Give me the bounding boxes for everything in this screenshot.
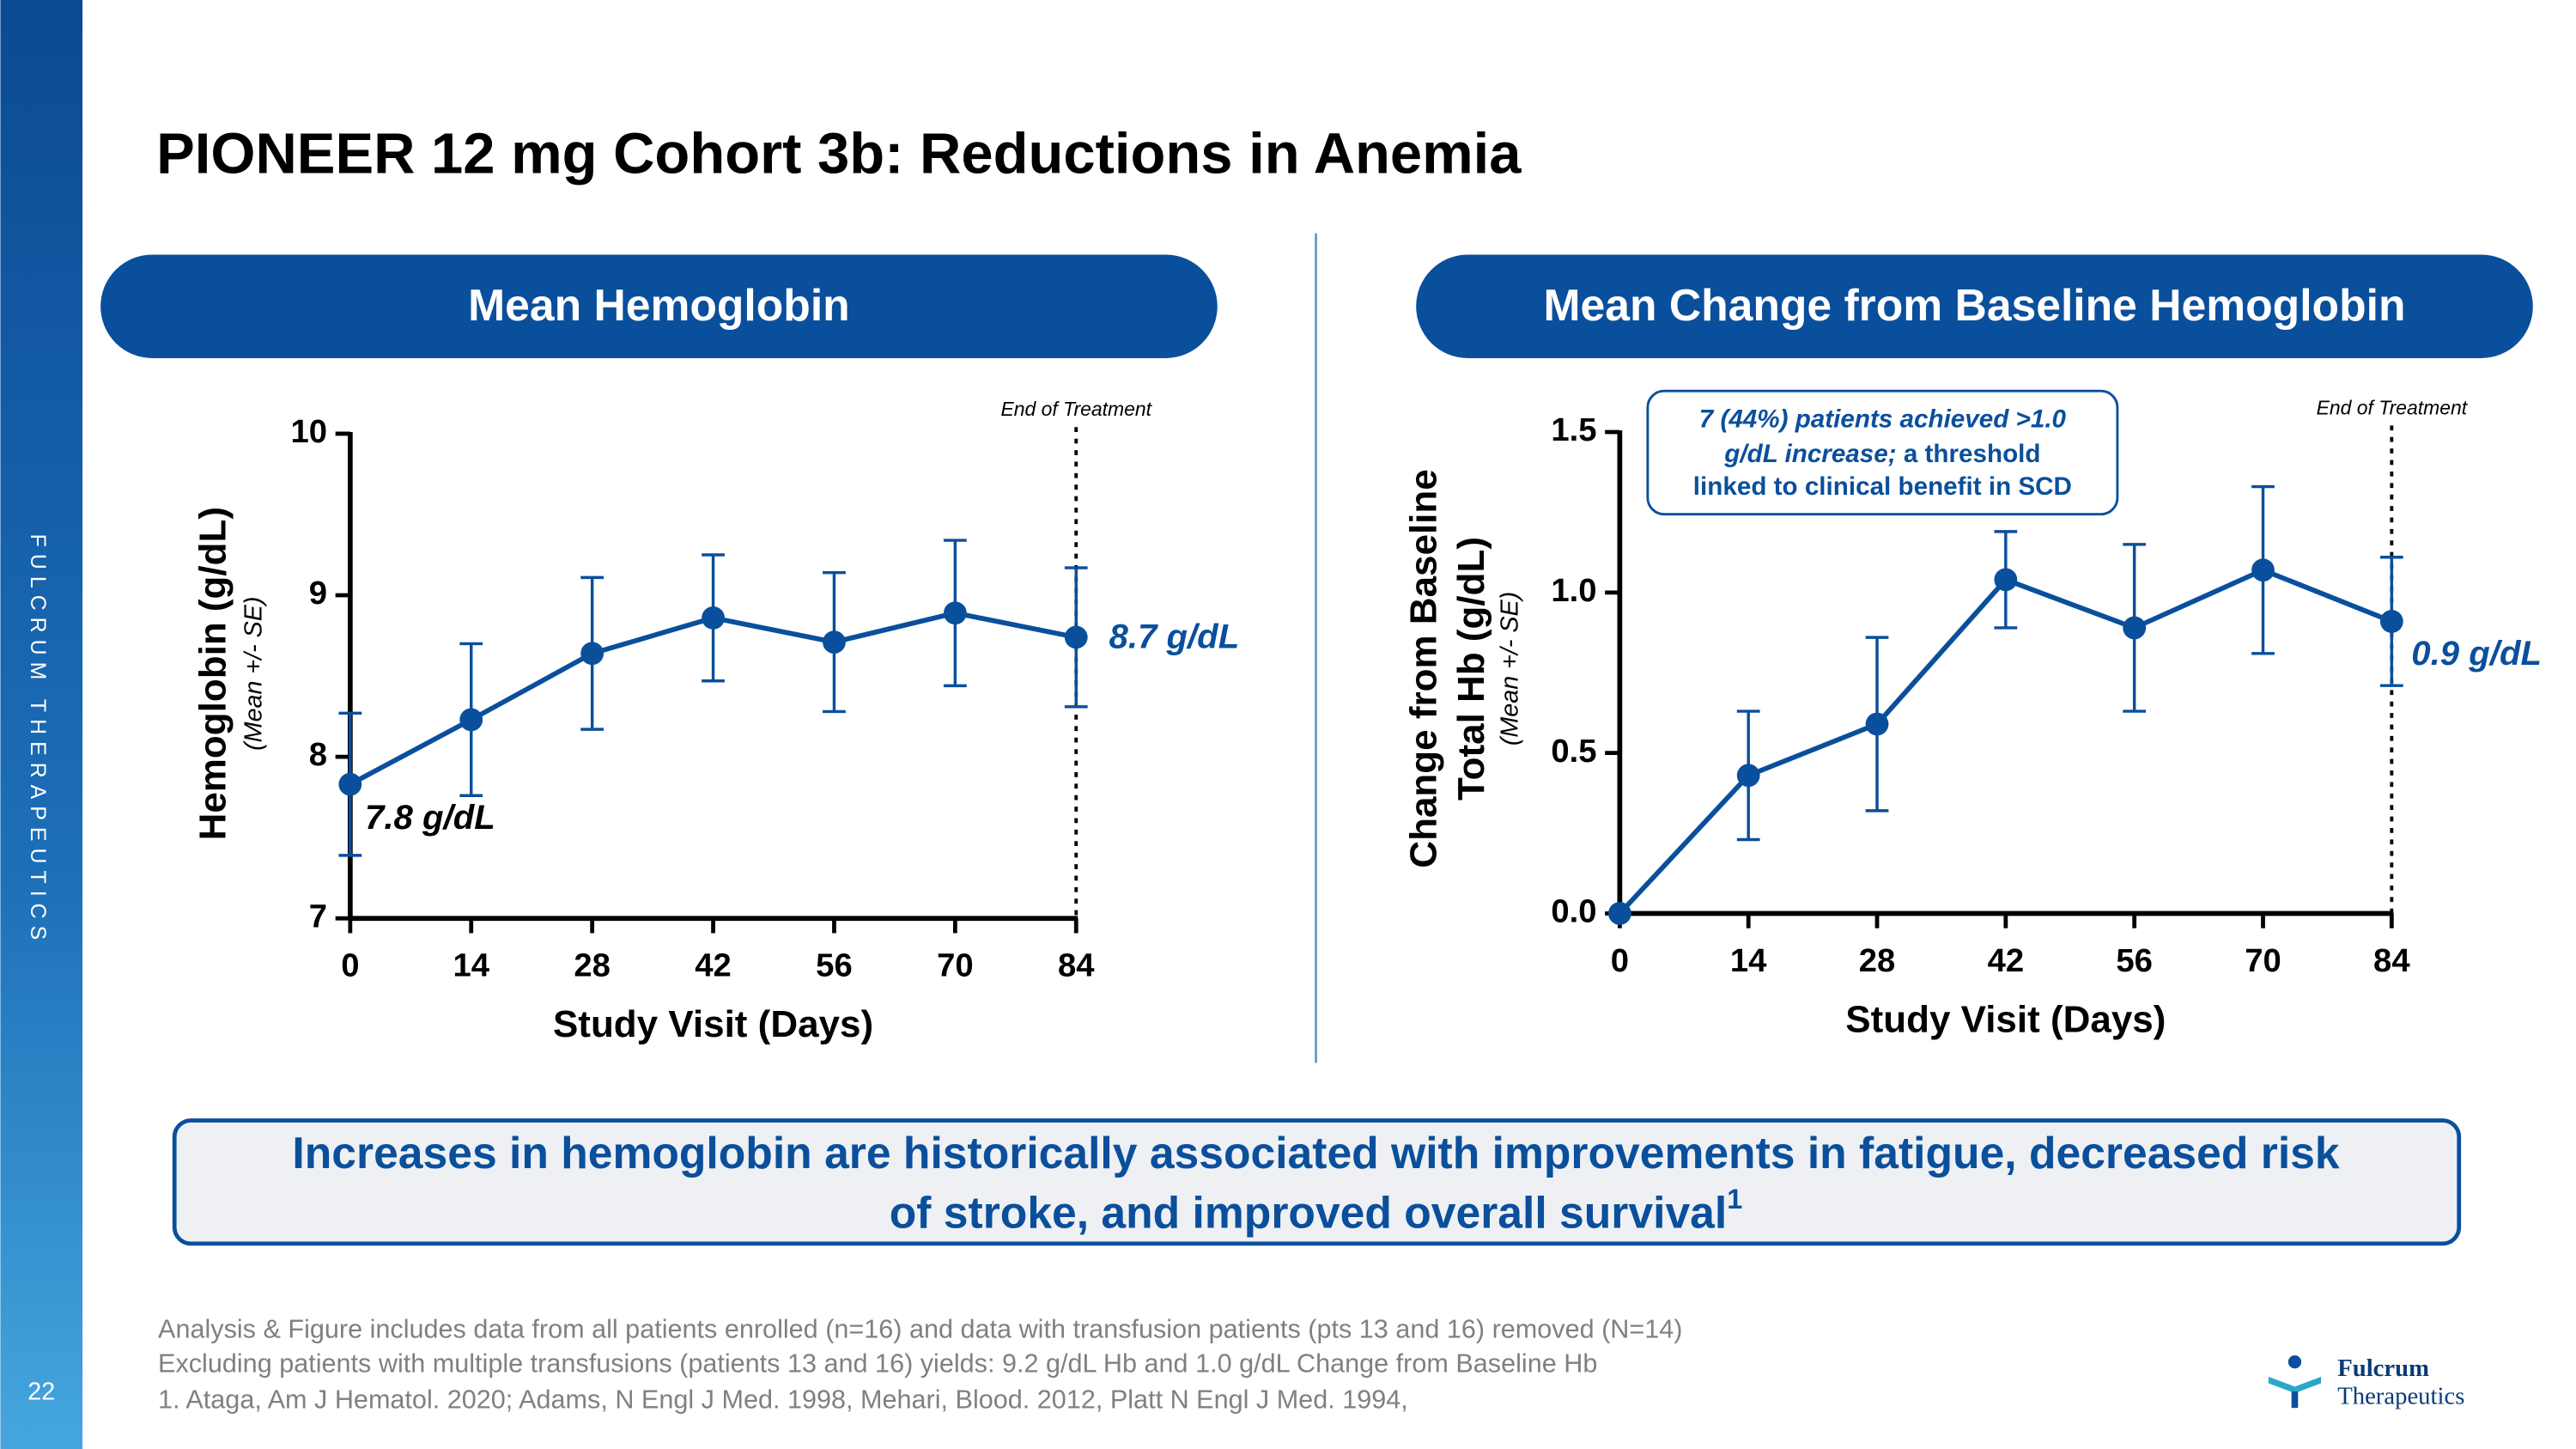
callout-text: of stroke, and improved overall survival [890,1187,1727,1237]
note-box [1646,389,2119,516]
data-point [2123,616,2147,640]
data-point [459,708,483,732]
sidebar-text: FULCRUM THERAPEUTICS [26,534,50,947]
logo-text: Therapeutics [2337,1382,2464,1409]
note-text: 7 (44%) patients achieved >1.0 [1699,405,2067,433]
data-point [1736,764,1760,788]
data-point [823,630,846,654]
x-tick-label: 84 [1058,947,1095,984]
x-tick-label: 28 [574,947,611,984]
callout-superscript: 1 [1727,1184,1742,1215]
data-point [1865,712,1889,736]
data-point [580,642,605,666]
end-of-treatment-label: End of Treatment [1001,398,1153,420]
y-tick-label: 0.5 [1551,733,1596,770]
y-axis-title: Hemoglobin (g/dL) [192,507,234,840]
value-annotation: 7.8 g/dL [365,798,495,837]
x-tick-label: 84 [2373,942,2410,979]
x-tick-label: 14 [1730,942,1767,979]
x-tick-label: 0 [1611,942,1629,979]
y-axis-title: Total Hb (g/dL) [1450,537,1492,801]
x-tick-label: 28 [1859,942,1896,979]
panel-title: Mean Change from Baseline Hemoglobin [1544,280,2406,330]
x-axis-title: Study Visit (Days) [1845,998,2166,1040]
logo-text: Fulcrum [2337,1355,2429,1382]
data-point [2379,610,2403,633]
x-tick-label: 42 [695,947,732,984]
note-text: linked to clinical benefit in SCD [1693,472,2072,501]
page-number: 22 [27,1379,55,1406]
data-point [2251,558,2275,582]
note-text: g/dL increase; a threshold [1723,440,2040,468]
data-point [702,606,725,630]
y-tick-label: 10 [291,413,328,450]
panel-header [1416,254,2533,358]
y-axis-note: (Mean +/- SE) [240,597,267,751]
end-of-treatment-label: End of Treatment [2317,396,2469,418]
x-tick-label: 0 [341,947,359,984]
y-axis-note: (Mean +/- SE) [1497,592,1524,746]
x-tick-label: 14 [453,947,489,984]
x-tick-label: 56 [816,947,853,984]
sidebar [0,0,83,1449]
value-annotation: 0.9 g/dL [2411,634,2542,673]
note-text: a threshold [1904,440,2041,468]
x-tick-label: 70 [937,947,974,984]
x-axis-title: Study Visit (Days) [553,1003,873,1045]
data-point [1994,568,2018,592]
x-tick-label: 70 [2245,942,2281,979]
callout-text: of stroke, and improved overall survival… [890,1184,1743,1237]
y-tick-label: 8 [309,736,327,773]
x-tick-label: 42 [1988,942,2025,979]
y-axis-title: Change from Baseline [1402,469,1444,868]
logo-icon [2268,1355,2322,1409]
y-tick-label: 1.5 [1551,411,1596,448]
data-point [338,772,362,796]
callout-text: Increases in hemoglobin are historically… [292,1128,2339,1178]
slide-title: PIONEER 12 mg Cohort 3b: Reductions in A… [156,121,1522,186]
panel-title: Mean Hemoglobin [468,280,850,330]
y-tick-label: 7 [309,898,327,935]
callout-box [172,1118,2462,1246]
y-tick-label: 0.0 [1551,893,1596,930]
y-tick-label: 1.0 [1551,572,1596,609]
data-point [1607,902,1631,925]
value-annotation: 8.7 g/dL [1109,618,1240,656]
footnote: Excluding patients with multiple transfu… [158,1349,1597,1379]
data-point [1064,625,1088,649]
note-text: g/dL increase; [1723,440,1896,468]
data-point [943,601,967,625]
footnote: 1. Ataga, Am J Hematol. 2020; Adams, N E… [158,1385,1408,1415]
x-tick-label: 56 [2116,942,2153,979]
y-tick-label: 9 [309,575,327,612]
footnote: Analysis & Figure includes data from all… [158,1314,1682,1343]
panel-header [100,254,1218,358]
